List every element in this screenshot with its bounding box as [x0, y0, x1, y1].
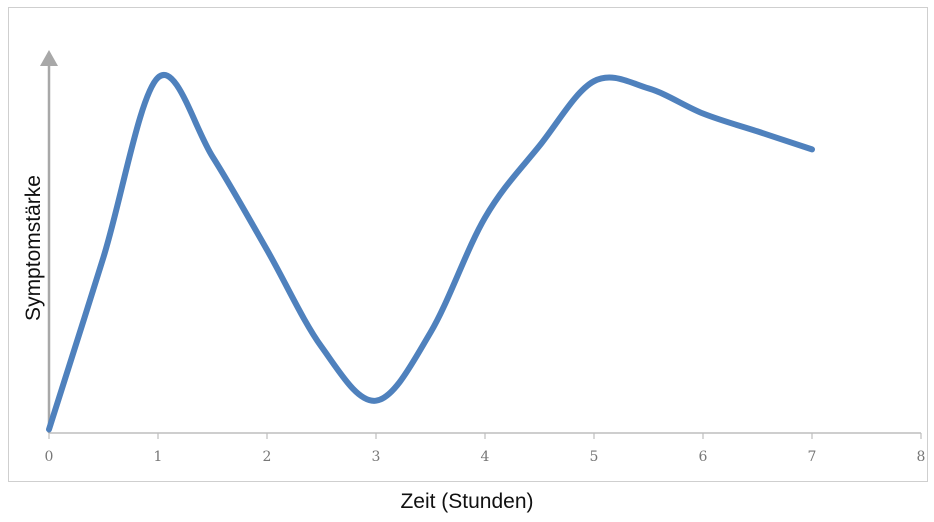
x-axis-label: Zeit (Stunden)	[400, 490, 534, 513]
x-tick-label: 3	[372, 449, 381, 465]
x-tick-label: 8	[917, 449, 926, 465]
y-axis-arrow-icon	[40, 50, 58, 66]
plot-area: 0 1 2 3 4 5 6 7 8	[40, 50, 926, 465]
series-line	[46, 72, 815, 433]
x-tick-label: 0	[45, 449, 54, 465]
x-tick-label: 7	[808, 449, 817, 465]
x-tick-label: 2	[263, 449, 272, 465]
x-tick-label: 6	[699, 449, 708, 465]
y-axis-label: Symptomstärke	[22, 175, 45, 321]
x-tick-label: 5	[590, 449, 599, 465]
x-tick-label: 1	[154, 449, 163, 465]
chart-frame: 0 1 2 3 4 5 6 7 8	[8, 7, 928, 482]
x-tick-label: 4	[481, 449, 490, 465]
